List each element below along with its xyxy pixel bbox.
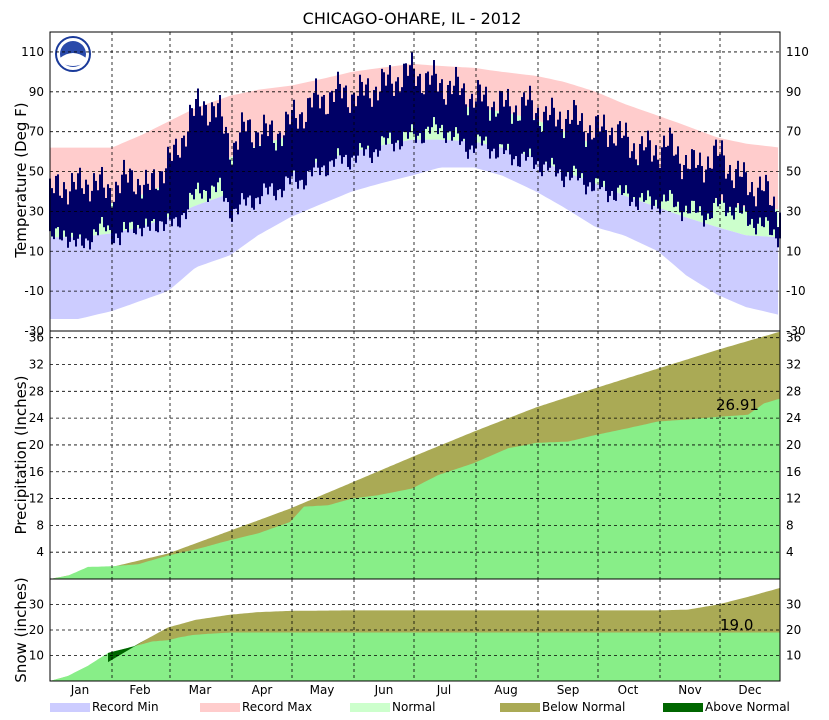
y-tick-label: 20 xyxy=(786,623,801,637)
y-tick-label: 10 xyxy=(786,649,801,663)
y-tick-label: 24 xyxy=(786,411,801,425)
y-tick-label: -30 xyxy=(786,324,806,338)
y-tick-label: 90 xyxy=(29,85,44,99)
y-tick-label: 30 xyxy=(786,204,801,218)
y-tick-label: 8 xyxy=(36,518,44,532)
month-label: May xyxy=(310,683,335,697)
precipitation-total-label: 26.91 xyxy=(716,396,759,414)
y-tick-label: 36 xyxy=(29,331,44,345)
record-min-area xyxy=(50,139,778,319)
snow-axis-label: Snow (inches) xyxy=(12,577,30,682)
y-tick-label: 10 xyxy=(786,244,801,258)
observed-precip-area xyxy=(50,398,780,579)
y-tick-label: 16 xyxy=(786,465,801,479)
legend: Record Min Record Max Normal Below Normal Ab… xyxy=(50,700,790,714)
y-tick-label: 20 xyxy=(29,438,44,452)
y-tick-label: 10 xyxy=(29,649,44,663)
y-tick-label: -30 xyxy=(24,324,44,338)
y-tick-label: 36 xyxy=(786,331,801,345)
temperature-panel: -30 -30 -10 -10 10 10 30 30 50 50 70 70 90 90 110 110 xyxy=(21,31,809,338)
y-tick-label: 50 xyxy=(29,165,44,179)
month-label: Jul xyxy=(436,683,451,697)
snow-total-label: 19.0 xyxy=(720,616,753,634)
temperature-axis-label: Temperature (Deg F) xyxy=(12,102,30,258)
y-tick-label: 20 xyxy=(29,623,44,637)
month-label: Apr xyxy=(252,683,273,697)
y-tick-label: 28 xyxy=(786,384,801,398)
legend-swatch xyxy=(663,703,703,712)
month-label: Mar xyxy=(189,683,212,697)
snow-panel: 10 10 20 20 30 30 xyxy=(29,578,801,682)
month-label: Oct xyxy=(618,683,639,697)
y-tick-label: 4 xyxy=(36,545,44,559)
y-tick-label: 12 xyxy=(786,492,801,506)
y-tick-label: 110 xyxy=(21,45,44,59)
y-tick-label: 16 xyxy=(29,465,44,479)
y-tick-label: 50 xyxy=(786,165,801,179)
precipitation-panel: 4 4 8 8 12 12 16 16 20 20 24 24 28 28 32 32 36 36 xyxy=(29,330,801,580)
y-tick-label: 30 xyxy=(29,204,44,218)
y-tick-label: 30 xyxy=(786,598,801,612)
legend-swatch xyxy=(500,703,540,712)
observed-snow-area xyxy=(50,632,780,681)
y-tick-label: 32 xyxy=(786,358,801,372)
legend-label: Normal xyxy=(392,700,435,714)
y-tick-label: 70 xyxy=(29,125,44,139)
plot-frame xyxy=(49,578,781,682)
y-tick-label: 8 xyxy=(786,518,794,532)
month-label: Sep xyxy=(557,683,580,697)
month-axis: Jan Feb Mar Apr May Jun Jul Aug Sep Oct Nov Dec xyxy=(70,683,762,697)
legend-label: Above Normal xyxy=(705,700,790,714)
y-tick-label: 110 xyxy=(786,45,809,59)
y-tick-label: 28 xyxy=(29,384,44,398)
chart-title: CHICAGO-OHARE, IL - 2012 xyxy=(303,9,522,28)
y-tick-label: 90 xyxy=(786,85,801,99)
y-tick-label: 12 xyxy=(29,492,44,506)
month-label: Feb xyxy=(129,683,150,697)
y-tick-label: -10 xyxy=(24,284,44,298)
y-tick-label: -10 xyxy=(786,284,806,298)
above-normal-snow-area xyxy=(108,638,148,663)
y-tick-label: 10 xyxy=(29,244,44,258)
noaa-logo-icon xyxy=(55,36,91,72)
y-tick-label: 4 xyxy=(786,545,794,559)
y-tick-label: 20 xyxy=(786,438,801,452)
y-tick-label: 32 xyxy=(29,358,44,372)
month-label: Jun xyxy=(374,683,394,697)
legend-label: Record Min xyxy=(92,700,159,714)
y-tick-label: 70 xyxy=(786,125,801,139)
legend-swatch xyxy=(50,703,90,712)
precipitation-axis-label: Precipitation (Inches) xyxy=(12,376,30,535)
y-tick-label: 24 xyxy=(29,411,44,425)
month-label: Dec xyxy=(738,683,761,697)
legend-label: Record Max xyxy=(242,700,312,714)
legend-swatch xyxy=(200,703,240,712)
y-tick-label: 30 xyxy=(29,598,44,612)
month-label: Jan xyxy=(70,683,90,697)
month-label: Aug xyxy=(494,683,517,697)
legend-swatch xyxy=(350,703,390,712)
legend-label: Below Normal xyxy=(542,700,625,714)
month-label: Nov xyxy=(678,683,701,697)
